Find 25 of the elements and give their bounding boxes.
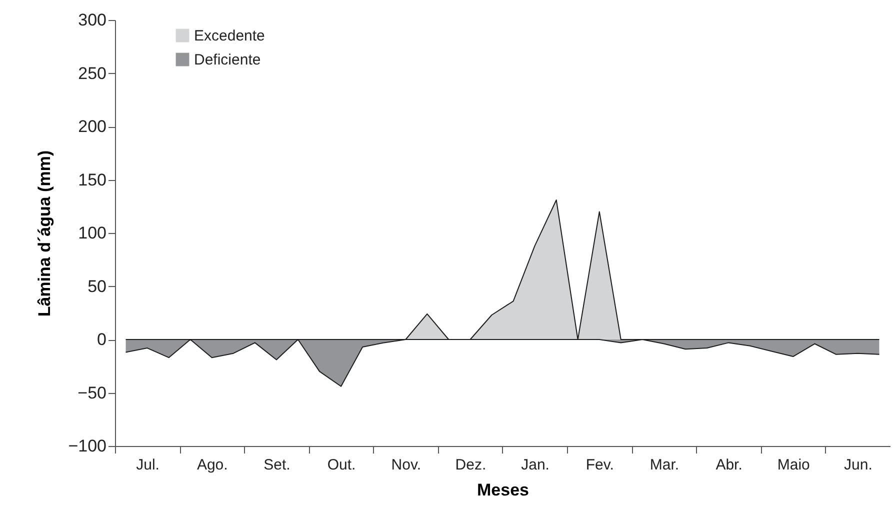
y-tick-label: 0: [97, 330, 106, 349]
y-tick-label: 300: [78, 10, 106, 30]
x-tick-label: Abr.: [716, 456, 742, 474]
legend-label: Deficiente: [194, 52, 261, 68]
x-axis-title: Meses: [477, 480, 529, 500]
x-tick-label: Jun.: [844, 456, 872, 474]
y-tick-label: 100: [78, 224, 106, 242]
legend-label: Excedente: [194, 28, 265, 44]
y-tick-label: 150: [78, 170, 106, 190]
x-tick-label: Jul.: [136, 456, 160, 474]
y-tick-label: −50: [78, 383, 106, 402]
x-tick-label: Mar.: [650, 456, 680, 474]
x-tick-label: Fev.: [586, 456, 614, 474]
y-axis-title: Lâmina d´água (mm): [35, 150, 54, 317]
x-tick-label: Dez.: [455, 456, 486, 474]
y-tick-label: 200: [78, 117, 106, 136]
x-tick-label: Out.: [327, 456, 356, 474]
y-tick-label: 50: [88, 276, 106, 296]
y-tick-label: −100: [68, 436, 106, 456]
x-tick-label: Nov.: [391, 456, 421, 474]
x-tick-label: Set.: [264, 456, 290, 474]
y-tick-label: 250: [78, 64, 106, 83]
x-tick-label: Maio: [777, 456, 810, 474]
x-tick-label: Jan.: [521, 456, 550, 474]
x-tick-label: Ago.: [196, 456, 228, 474]
